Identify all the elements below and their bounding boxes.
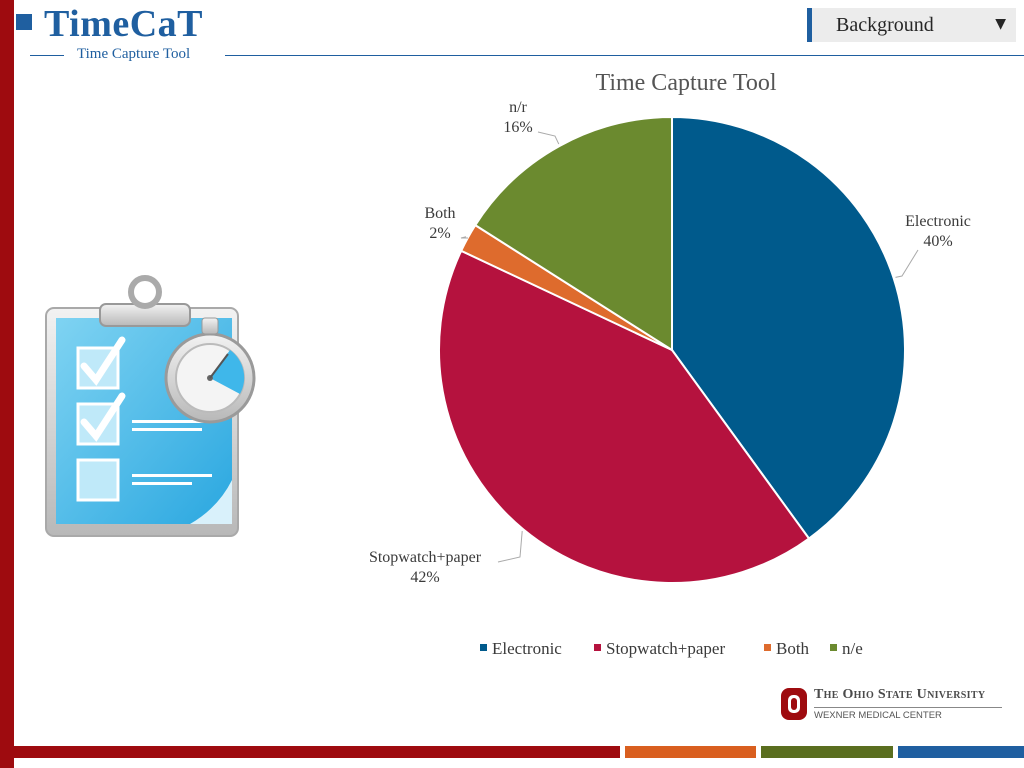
section-dropdown-label: Background bbox=[836, 14, 934, 36]
institution-rule bbox=[814, 707, 1002, 708]
legend-swatch-electronic bbox=[480, 644, 487, 651]
pie-leader-lines bbox=[460, 131, 919, 563]
legend-label-stopwatch-paper: Stopwatch+paper bbox=[606, 639, 725, 658]
band-segment-red bbox=[0, 746, 620, 758]
pie-slice-n-r bbox=[473, 115, 673, 352]
data-label-value-both: 2% bbox=[429, 225, 450, 242]
legend-label-electronic: Electronic bbox=[492, 639, 562, 658]
legend-swatch-stopwatch-paper bbox=[594, 644, 601, 651]
chart-legend: Electronic Stopwatch+paper Both n/e bbox=[480, 639, 863, 658]
data-label-value-stopwatch-paper: 42% bbox=[410, 569, 439, 586]
section-dropdown[interactable]: Background ▼ bbox=[812, 8, 1016, 42]
left-accent-bar bbox=[0, 0, 14, 768]
pie-slice-electronic bbox=[671, 115, 906, 540]
leader-line-stopwatch-paper bbox=[497, 531, 523, 563]
institution-name: The Ohio State University bbox=[814, 687, 986, 702]
legend-swatch-n-e bbox=[830, 644, 837, 651]
leader-line-n-r bbox=[537, 131, 560, 145]
data-label-value-n-r: 16% bbox=[503, 119, 532, 136]
data-label-name-stopwatch-paper: Stopwatch+paper bbox=[369, 549, 482, 566]
app-title: TimeCaT bbox=[44, 3, 204, 45]
department-name: WEXNER MEDICAL CENTER bbox=[814, 710, 942, 721]
band-segment-orange bbox=[625, 746, 756, 758]
legend-label-n-e: n/e bbox=[842, 639, 863, 658]
pie-chart: Time Capture Tool Electronic 40% Stopwatch… bbox=[369, 70, 971, 658]
pie-slice-stopwatch-paper bbox=[438, 249, 811, 584]
clipboard-stopwatch-icon bbox=[45, 275, 256, 537]
legend-swatch-both bbox=[764, 644, 771, 651]
header-rule-right bbox=[225, 55, 1024, 56]
title-square-icon bbox=[16, 14, 32, 30]
pie-data-labels: Electronic 40% Stopwatch+paper 42% Both 2% n/r… bbox=[369, 99, 971, 586]
data-label-name-n-r: n/r bbox=[509, 99, 527, 116]
app-subtitle: Time Capture Tool bbox=[77, 46, 191, 62]
dropdown-accent bbox=[807, 8, 812, 42]
data-label-name-electronic: Electronic bbox=[905, 213, 971, 230]
data-label-value-electronic: 40% bbox=[923, 233, 952, 250]
leader-line-both bbox=[460, 236, 468, 239]
chart-title: Time Capture Tool bbox=[596, 70, 777, 96]
band-segment-green bbox=[761, 746, 893, 758]
header-rule-left bbox=[30, 55, 64, 56]
legend-label-both: Both bbox=[776, 639, 810, 658]
ohio-state-logo-icon bbox=[781, 688, 807, 720]
leader-line-electronic bbox=[895, 249, 919, 278]
chevron-down-icon[interactable]: ▼ bbox=[995, 16, 1006, 32]
pie-slices bbox=[438, 115, 906, 584]
footer-color-band bbox=[0, 746, 1024, 758]
band-segment-blue bbox=[898, 746, 1024, 758]
data-label-name-both: Both bbox=[424, 205, 455, 222]
